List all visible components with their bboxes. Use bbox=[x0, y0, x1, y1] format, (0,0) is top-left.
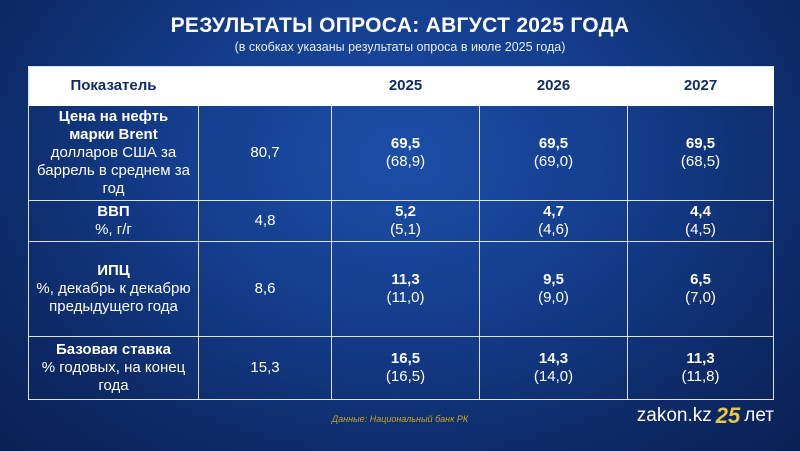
forecast-2026-cell: 9,5 (9,0) bbox=[479, 241, 628, 337]
indicator-unit: %, г/г bbox=[95, 221, 132, 238]
forecast-value: 14,3 bbox=[538, 350, 569, 367]
table-header-row: Показатель 2024 (факт) 2025 2026 2027 bbox=[28, 66, 774, 106]
forecast-2027-cell: 6,5 (7,0) bbox=[627, 241, 774, 337]
forecast-2026-cell: 4,7 (4,6) bbox=[479, 200, 628, 242]
previous-value: (11,0) bbox=[386, 289, 425, 306]
header-fact-year: 2024 bbox=[248, 69, 282, 86]
header-fact-note: (факт) bbox=[242, 85, 288, 102]
indicator-name: Цена на нефть марки Brent bbox=[58, 108, 169, 143]
indicator-cell: ВВП %, г/г bbox=[28, 200, 199, 242]
forecast-value: 11,3 bbox=[686, 350, 715, 367]
forecast-2027-cell: 69,5 (68,5) bbox=[627, 105, 774, 201]
previous-value: (68,5) bbox=[680, 153, 721, 170]
forecast-value: 4,7 bbox=[543, 203, 564, 220]
fact-value: 80,7 bbox=[198, 105, 332, 201]
forecast-2025-cell: 5,2 (5,1) bbox=[331, 200, 480, 242]
previous-value: (16,5) bbox=[385, 368, 426, 385]
forecast-value: 6,5 bbox=[690, 271, 711, 288]
fact-value: 15,3 bbox=[198, 336, 332, 400]
fact-value: 8,6 bbox=[198, 241, 332, 337]
previous-value: (9,0) bbox=[538, 289, 569, 306]
previous-value: (5,1) bbox=[390, 221, 421, 238]
data-source-note: Данные: Национальный банк РК bbox=[331, 414, 469, 424]
forecast-2026-cell: 69,5 (69,0) bbox=[479, 105, 628, 201]
previous-value: (14,0) bbox=[533, 368, 574, 385]
forecast-value: 69,5 bbox=[538, 135, 569, 152]
indicator-name: Базовая ставка bbox=[56, 341, 171, 358]
previous-value: (11,8) bbox=[681, 368, 720, 385]
page-subtitle: (в скобках указаны результаты опроса в и… bbox=[234, 40, 566, 54]
previous-value: (4,5) bbox=[685, 221, 716, 238]
forecast-value: 5,2 bbox=[395, 203, 416, 220]
forecast-value: 9,5 bbox=[543, 271, 564, 288]
brand-anniversary-number: 25 bbox=[715, 403, 741, 428]
indicator-cell: Базовая ставка % годовых, на конец года bbox=[28, 336, 199, 400]
forecast-value: 11,3 bbox=[391, 271, 420, 288]
forecast-2025-cell: 16,5 (16,5) bbox=[331, 336, 480, 400]
indicator-name: ВВП bbox=[97, 203, 130, 220]
forecast-2025-cell: 69,5 (68,9) bbox=[331, 105, 480, 201]
header-2024-fact: 2024 (факт) bbox=[198, 66, 332, 106]
indicator-unit: %, декабрь к декабрю предыдущего года bbox=[36, 280, 191, 315]
table-row-gdp: ВВП %, г/г 4,8 5,2 (5,1) 4,7 (4,6) 4,4 (… bbox=[28, 200, 774, 242]
forecast-value: 4,4 bbox=[690, 203, 711, 220]
header-2026: 2026 bbox=[479, 66, 628, 106]
forecast-value: 16,5 bbox=[390, 350, 421, 367]
previous-value: (7,0) bbox=[685, 289, 716, 306]
fact-value: 4,8 bbox=[198, 200, 332, 242]
indicator-unit: долларов США за баррель в среднем за год bbox=[37, 144, 190, 197]
previous-value: (68,9) bbox=[385, 153, 426, 170]
table-row-base-rate: Базовая ставка % годовых, на конец года … bbox=[28, 336, 774, 400]
forecast-2025-cell: 11,3 (11,0) bbox=[331, 241, 480, 337]
header-2025: 2025 bbox=[331, 66, 480, 106]
brand-logo: zakon.kz 25 лет bbox=[637, 403, 774, 429]
page-title: РЕЗУЛЬТАТЫ ОПРОСА: АВГУСТ 2025 ГОДА bbox=[170, 14, 630, 37]
header-2027: 2027 bbox=[627, 66, 774, 106]
indicator-unit: % годовых, на конец года bbox=[41, 359, 186, 394]
forecast-value: 69,5 bbox=[685, 135, 716, 152]
forecast-value: 69,5 bbox=[390, 135, 421, 152]
brand-name: zakon.kz bbox=[636, 405, 712, 426]
previous-value: (69,0) bbox=[533, 153, 574, 170]
forecast-2027-cell: 11,3 (11,8) bbox=[627, 336, 774, 400]
forecast-2026-cell: 14,3 (14,0) bbox=[479, 336, 628, 400]
survey-results-table: Показатель 2024 (факт) 2025 2026 2027 Це… bbox=[28, 66, 774, 400]
indicator-name: ИПЦ bbox=[97, 262, 130, 279]
indicator-cell: Цена на нефть марки Brent долларов США з… bbox=[28, 105, 199, 201]
header-indicator: Показатель bbox=[28, 66, 199, 106]
brand-suffix: лет bbox=[744, 405, 774, 426]
table-row-cpi: ИПЦ %, декабрь к декабрю предыдущего год… bbox=[28, 241, 774, 337]
forecast-2027-cell: 4,4 (4,5) bbox=[627, 200, 774, 242]
indicator-cell: ИПЦ %, декабрь к декабрю предыдущего год… bbox=[28, 241, 199, 337]
table-row-brent: Цена на нефть марки Brent долларов США з… bbox=[28, 105, 774, 201]
previous-value: (4,6) bbox=[538, 221, 569, 238]
